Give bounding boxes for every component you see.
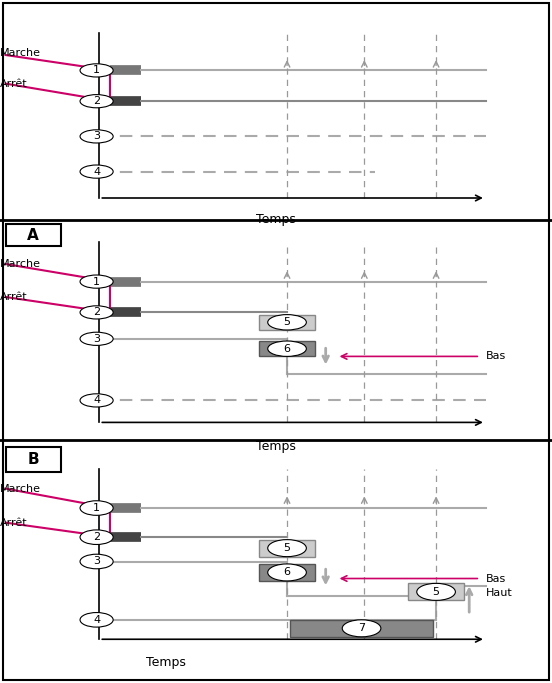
FancyBboxPatch shape — [6, 225, 61, 247]
Text: 3: 3 — [93, 557, 100, 566]
Circle shape — [80, 130, 113, 143]
Circle shape — [80, 332, 113, 346]
Text: 1: 1 — [93, 66, 100, 75]
Circle shape — [80, 64, 113, 77]
Text: 4: 4 — [93, 167, 100, 177]
Text: Temps: Temps — [256, 213, 296, 226]
Circle shape — [268, 564, 306, 581]
Text: Marche: Marche — [0, 484, 41, 494]
Text: Marche: Marche — [0, 48, 41, 58]
Text: 2: 2 — [93, 96, 100, 106]
Circle shape — [80, 613, 113, 627]
Text: 4: 4 — [93, 615, 100, 625]
Text: 2: 2 — [93, 307, 100, 318]
Circle shape — [268, 315, 306, 330]
Text: 6: 6 — [284, 568, 290, 577]
Circle shape — [417, 583, 455, 600]
Circle shape — [80, 394, 113, 407]
Text: Arrêt: Arrêt — [0, 79, 28, 89]
Text: A: A — [27, 228, 39, 243]
Text: 2: 2 — [93, 532, 100, 542]
FancyBboxPatch shape — [259, 341, 315, 357]
Text: B: B — [27, 452, 39, 467]
Text: Arrêt: Arrêt — [0, 518, 28, 528]
FancyBboxPatch shape — [259, 315, 315, 330]
Text: 5: 5 — [284, 318, 290, 327]
Text: 5: 5 — [433, 587, 439, 597]
Text: Bas: Bas — [486, 574, 506, 583]
Circle shape — [80, 554, 113, 569]
Text: 6: 6 — [284, 344, 290, 354]
Text: 3: 3 — [93, 131, 100, 141]
Circle shape — [80, 95, 113, 108]
Text: Temps: Temps — [146, 656, 185, 669]
FancyBboxPatch shape — [408, 583, 464, 600]
Text: Bas: Bas — [486, 351, 506, 361]
FancyBboxPatch shape — [290, 619, 433, 637]
FancyBboxPatch shape — [259, 540, 315, 557]
Text: 1: 1 — [93, 503, 100, 513]
Circle shape — [80, 501, 113, 516]
Circle shape — [80, 306, 113, 319]
Circle shape — [268, 341, 306, 357]
FancyBboxPatch shape — [6, 447, 61, 471]
Circle shape — [268, 540, 306, 557]
Text: 5: 5 — [284, 543, 290, 553]
Circle shape — [80, 165, 113, 178]
Text: Temps: Temps — [256, 440, 296, 453]
Text: Marche: Marche — [0, 259, 41, 269]
Text: 3: 3 — [93, 334, 100, 344]
Text: Haut: Haut — [486, 588, 512, 598]
FancyBboxPatch shape — [259, 564, 315, 581]
Text: 1: 1 — [93, 277, 100, 287]
Text: Arrêt: Arrêt — [0, 292, 28, 302]
Circle shape — [80, 530, 113, 544]
Text: 4: 4 — [93, 395, 100, 406]
Text: 7: 7 — [358, 624, 365, 633]
Circle shape — [342, 619, 381, 637]
Circle shape — [80, 275, 113, 288]
